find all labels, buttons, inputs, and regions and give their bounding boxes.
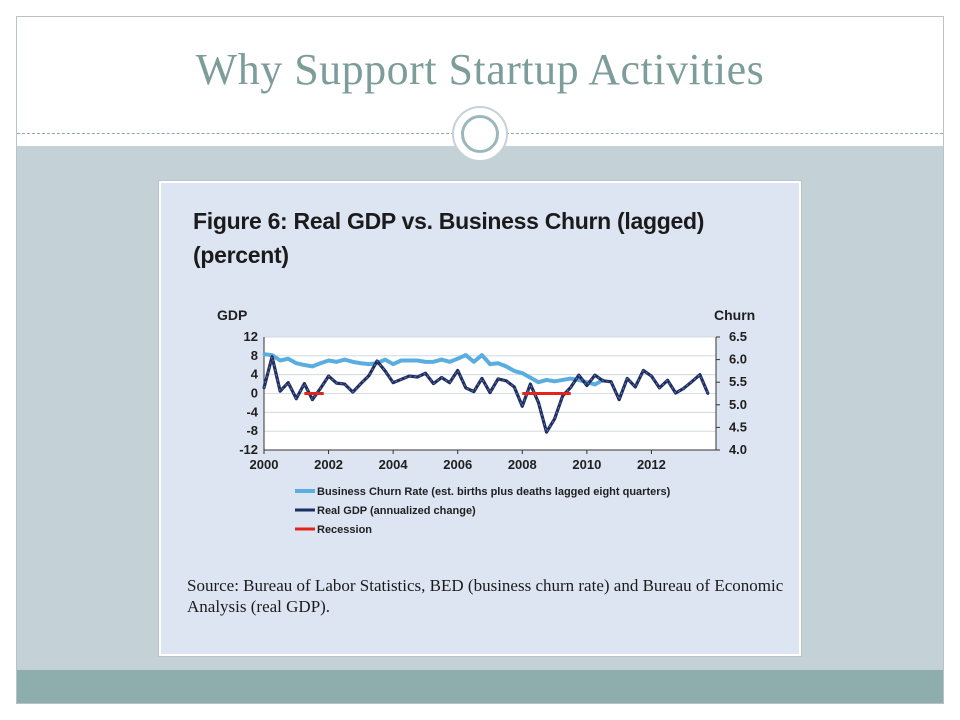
right-tick-label: 5.0	[729, 397, 747, 412]
data-point	[367, 362, 371, 366]
data-point	[415, 375, 419, 379]
data-point	[480, 353, 484, 357]
data-point	[561, 394, 565, 398]
data-point	[577, 378, 581, 382]
data-point	[335, 360, 339, 364]
data-point	[440, 358, 443, 361]
figure-panel: Figure 6: Real GDP vs. Business Churn (l…	[159, 181, 801, 656]
data-point	[343, 358, 347, 361]
data-point	[585, 384, 589, 387]
left-tick-label: 4	[251, 367, 259, 382]
left-tick-label: -4	[246, 404, 258, 419]
data-point	[593, 383, 597, 386]
data-point	[472, 360, 476, 364]
legend-label: Recession	[317, 524, 372, 536]
left-tick-label: 0	[251, 386, 258, 401]
x-tick-label: 2006	[443, 457, 472, 472]
slide-title: Why Support Startup Activities	[195, 45, 765, 94]
data-point	[512, 385, 516, 389]
data-point	[545, 430, 548, 434]
data-point	[504, 364, 508, 368]
data-point	[480, 377, 484, 380]
data-point	[262, 352, 266, 356]
left-tick-label: -12	[239, 442, 258, 457]
data-point	[448, 360, 452, 364]
left-tick-label: 12	[244, 329, 258, 344]
x-tick-label: 2002	[314, 457, 343, 472]
x-tick-label: 2010	[572, 457, 601, 472]
data-point	[270, 355, 274, 359]
data-point	[351, 360, 355, 364]
data-point	[383, 358, 387, 361]
x-tick-label: 2008	[508, 457, 537, 472]
data-point	[415, 359, 419, 362]
right-tick-label: 5.5	[729, 374, 747, 389]
figure-subtitle: (percent)	[193, 242, 289, 268]
left-tick-label: -8	[246, 423, 258, 438]
right-tick-label: 4.5	[729, 419, 747, 434]
data-point	[407, 359, 411, 362]
data-point	[294, 361, 298, 365]
data-point	[286, 357, 290, 361]
data-point	[528, 382, 532, 386]
data-point	[367, 374, 371, 378]
left-tick-label: 8	[251, 348, 258, 363]
chart: 12 8 4 0 -4 -8 -12 6.5 6.0 5.5 5.0 4.5 4.0 2000 2002 20…	[217, 307, 755, 536]
axes: 12 8 4 0 -4 -8 -12 6.5 6.0 5.5 5.0 4.5 4.0 2000 2002 20…	[217, 307, 755, 472]
data-point	[327, 359, 330, 362]
data-point	[496, 361, 500, 365]
data-point	[391, 362, 395, 366]
data-point	[520, 371, 524, 375]
data-point	[359, 361, 363, 365]
data-point	[528, 376, 532, 380]
right-tick-label: 6.0	[729, 352, 747, 367]
data-point	[512, 369, 516, 373]
series-line-overlay	[263, 356, 709, 434]
data-point	[553, 379, 556, 383]
data-point	[706, 392, 710, 395]
data-point	[569, 377, 573, 380]
data-point	[432, 360, 435, 364]
legend: Business Churn Rate (est. births plus de…	[295, 486, 671, 536]
legend-label: Business Churn Rate (est. births plus de…	[317, 486, 671, 498]
data-point	[456, 357, 460, 361]
data-point	[311, 364, 314, 368]
figure-title: Figure 6: Real GDP vs. Business Churn (l…	[193, 208, 705, 234]
data-point	[537, 401, 540, 404]
data-point	[633, 385, 637, 389]
x-tick-label: 2000	[250, 457, 279, 472]
data-point	[278, 359, 282, 362]
data-point	[319, 361, 322, 365]
data-point	[399, 359, 403, 362]
right-tick-label: 4.0	[729, 442, 747, 457]
footer-band	[17, 670, 943, 703]
data-point	[504, 379, 508, 383]
data-point	[464, 353, 468, 357]
circle-ornament-inner	[461, 115, 499, 153]
data-point	[537, 380, 540, 384]
data-point	[278, 389, 282, 393]
data-point	[383, 369, 387, 373]
x-tick-label: 2012	[637, 457, 666, 472]
data-point	[488, 362, 492, 366]
right-tick-label: 6.5	[729, 329, 747, 344]
data-point	[545, 378, 548, 382]
x-tick-label: 2004	[379, 457, 409, 472]
data-point	[561, 378, 565, 382]
left-axis-title: GDP	[217, 307, 247, 323]
data-point	[302, 363, 306, 367]
data-point	[464, 386, 468, 390]
circle-ornament-icon	[452, 106, 508, 162]
legend-label: Real GDP (annualized change)	[317, 505, 476, 517]
data-point	[424, 360, 427, 364]
source-note: Source: Bureau of Labor Statistics, BED …	[187, 576, 784, 616]
series	[262, 352, 710, 434]
right-axis-title: Churn	[714, 307, 755, 323]
